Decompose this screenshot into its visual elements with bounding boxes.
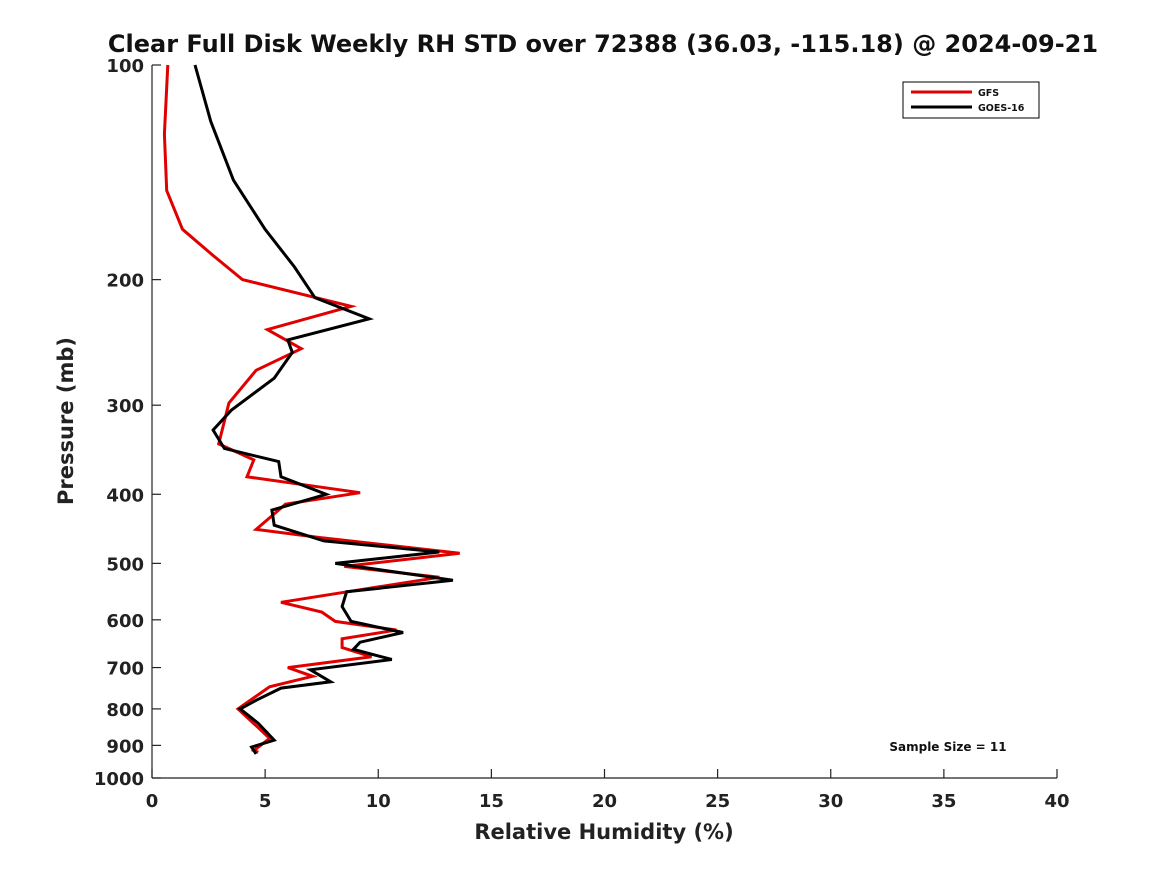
legend-label-gfs: GFS: [978, 88, 999, 99]
x-tick-label: 0: [146, 791, 159, 812]
y-tick-label: 500: [106, 554, 144, 575]
sample-size-annotation: Sample Size = 11: [889, 740, 1006, 754]
x-tick-label: 35: [931, 791, 956, 812]
x-tick-label: 15: [479, 791, 504, 812]
y-tick-label: 100: [106, 56, 144, 77]
plot-area: [152, 65, 1057, 778]
x-tick-label: 40: [1044, 791, 1069, 812]
y-tick-label: 600: [106, 611, 144, 632]
series-layer: [162, 64, 460, 755]
y-tick-label: 1000: [94, 769, 144, 790]
y-axis-label: Pressure (mb): [54, 337, 78, 505]
y-tick-label: 400: [106, 485, 144, 506]
x-tick-label: 10: [366, 791, 391, 812]
x-tick-label: 30: [818, 791, 843, 812]
y-tick-label: 700: [106, 659, 144, 680]
chart-title: Clear Full Disk Weekly RH STD over 72388…: [108, 30, 1098, 58]
x-tick-label: 5: [259, 791, 272, 812]
axes-layer: 0 5 10 15 20 25 30 35 40 100 200 300 400 500 600 700 800…: [94, 56, 1070, 812]
series-line-gfs: [162, 64, 460, 754]
x-axis-label: Relative Humidity (%): [474, 820, 733, 844]
legend-box: [902, 81, 1040, 119]
legend-label-goes16: GOES-16: [978, 103, 1025, 114]
y-tick-label: 300: [106, 396, 144, 417]
y-tick-label: 200: [106, 271, 144, 292]
y-tick-label: 900: [106, 736, 144, 757]
x-tick-label: 20: [592, 791, 617, 812]
legend: GFS GOES-16: [902, 81, 1040, 119]
y-tick-label: 800: [106, 700, 144, 721]
x-tick-label: 25: [705, 791, 730, 812]
series-line-goes-16: [193, 64, 454, 755]
